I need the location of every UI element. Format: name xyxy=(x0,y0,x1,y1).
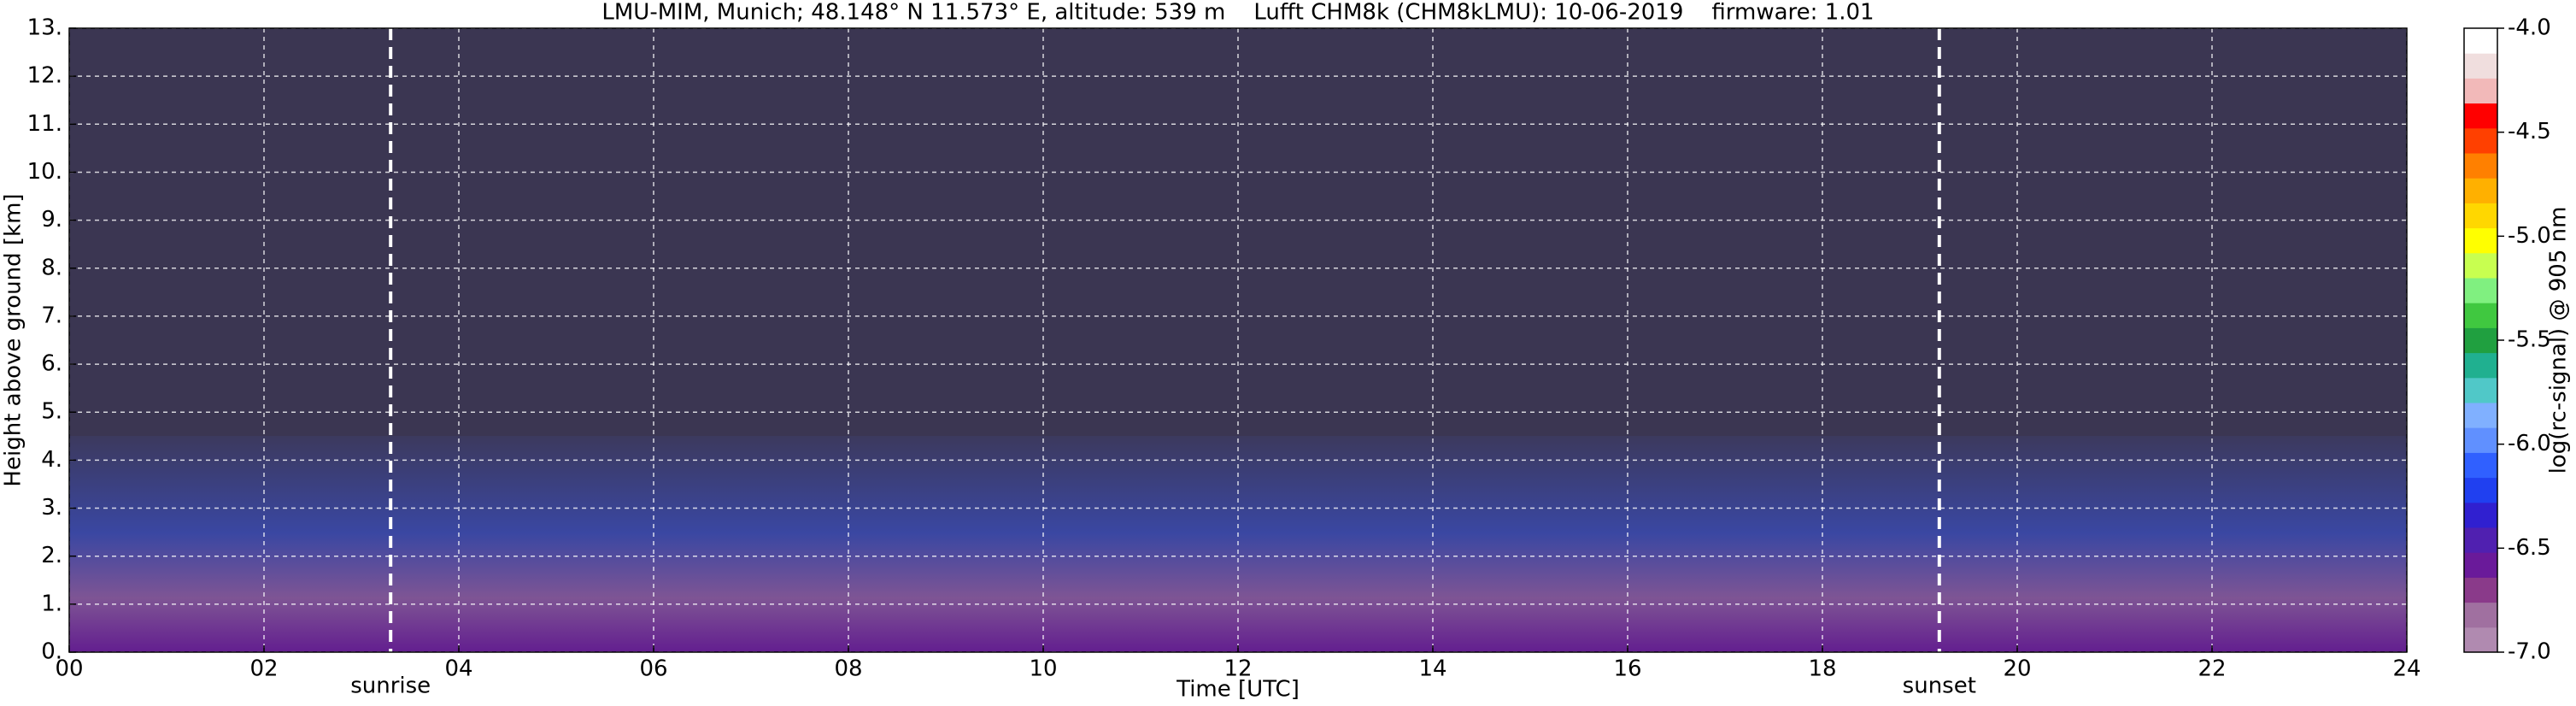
colorbar-tick-label: -5.5 xyxy=(2508,327,2551,353)
x-tick-label: 08 xyxy=(834,656,862,682)
colorbar-tick-label: -7.0 xyxy=(2508,639,2551,665)
annotation-label: sunset xyxy=(1903,674,1976,699)
colorbar-tick-label: -6.5 xyxy=(2508,535,2551,561)
colorbar-cell xyxy=(2464,178,2497,203)
x-tick-label: 24 xyxy=(2392,656,2421,682)
x-tick-label: 16 xyxy=(1613,656,1641,682)
colorbar-cell xyxy=(2464,278,2497,303)
chart-title: LMU-MIM, Munich; 48.148° N 11.573° E, al… xyxy=(601,0,1874,26)
y-tick-label: 2. xyxy=(41,543,62,568)
x-tick-label: 00 xyxy=(55,656,83,682)
y-tick-label: 9. xyxy=(41,207,62,232)
x-tick-label: 06 xyxy=(639,656,667,682)
plot-frame xyxy=(68,27,2408,653)
y-tick-label: 4. xyxy=(41,447,62,473)
colorbar-cell xyxy=(2464,627,2497,653)
colorbar-cell xyxy=(2464,602,2497,628)
x-tick-label: 20 xyxy=(2003,656,2031,682)
colorbar-cell xyxy=(2464,403,2497,428)
x-tick-label: 12 xyxy=(1223,656,1252,682)
x-tick-label: 14 xyxy=(1418,656,1446,682)
y-tick-label: 5. xyxy=(41,399,62,425)
colorbar-cell xyxy=(2464,502,2497,528)
y-tick-label: 13. xyxy=(27,15,62,41)
colorbar-cell xyxy=(2464,477,2497,503)
colorbar-cell xyxy=(2464,552,2497,578)
x-tick-label: 18 xyxy=(1808,656,1836,682)
colorbar-cell xyxy=(2464,127,2497,154)
y-tick-label: 12. xyxy=(27,63,62,89)
y-tick-label: 8. xyxy=(41,255,62,280)
colorbar-cell xyxy=(2464,452,2497,479)
y-tick-label: 7. xyxy=(41,303,62,328)
x-tick-label: 22 xyxy=(2198,656,2226,682)
x-tick-label: 04 xyxy=(444,656,472,682)
colorbar-tick-label: -6.0 xyxy=(2508,431,2551,456)
colorbar-cell xyxy=(2464,427,2497,453)
colorbar-cell xyxy=(2464,153,2497,179)
colorbar-cell xyxy=(2464,252,2497,279)
y-tick-label: 3. xyxy=(41,495,62,521)
y-tick-label: 11. xyxy=(27,111,62,137)
y-tick-label: 10. xyxy=(27,159,62,185)
colorbar-cell xyxy=(2464,377,2497,403)
y-tick-label: 0. xyxy=(41,639,62,665)
colorbar-label: log(rc-signal) @ 905 nm xyxy=(2546,207,2572,474)
colorbar-tick-label: -5.0 xyxy=(2508,223,2551,249)
x-tick-label: 10 xyxy=(1029,656,1057,682)
colorbar-cell xyxy=(2464,577,2497,603)
colorbar-cell xyxy=(2464,203,2497,229)
y-tick-label: 6. xyxy=(41,351,62,377)
colorbar-cell xyxy=(2464,327,2497,354)
annotation-label: sunrise xyxy=(350,674,431,699)
colorbar-cell xyxy=(2464,103,2497,129)
colorbar-cell xyxy=(2464,28,2497,54)
y-axis-label: Height above ground [km] xyxy=(1,193,26,486)
colorbar-cell xyxy=(2464,53,2497,79)
x-axis-label: Time [UTC] xyxy=(1176,677,1300,703)
colorbar-cell xyxy=(2464,527,2497,553)
colorbar-cell xyxy=(2464,303,2497,328)
colorbar-tick-label: -4.5 xyxy=(2508,119,2551,144)
colorbar-tick-label: -4.0 xyxy=(2508,15,2551,41)
x-tick-label: 02 xyxy=(249,656,278,682)
colorbar-cell xyxy=(2464,78,2497,104)
colorbar-cell xyxy=(2464,227,2497,254)
colorbar-cell xyxy=(2464,352,2497,379)
y-tick-label: 1. xyxy=(41,591,62,616)
